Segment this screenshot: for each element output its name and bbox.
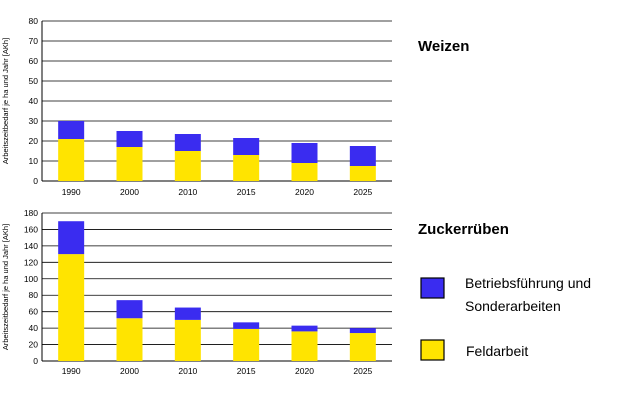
- y-tick-label: 80: [29, 16, 39, 26]
- bar-feldarbeit: [174, 319, 201, 361]
- y-tick-label: 40: [29, 96, 39, 106]
- bar-betrieb: [174, 134, 201, 151]
- bar-betrieb: [233, 322, 260, 329]
- y-tick-label: 180: [24, 208, 38, 218]
- bar-feldarbeit: [233, 155, 260, 181]
- x-tick-label: 2000: [120, 187, 139, 197]
- y-tick-label: 0: [33, 176, 38, 186]
- bar-betrieb: [58, 221, 85, 255]
- bar-feldarbeit: [233, 328, 260, 361]
- x-tick-label: 2020: [295, 366, 314, 376]
- y-tick-label: 20: [29, 136, 39, 146]
- x-tick-label: 2000: [120, 366, 139, 376]
- y-tick-label: 160: [24, 224, 38, 234]
- y-axis-label: Arbeitszeitbedarf je ha und Jahr [AKh]: [1, 38, 10, 164]
- bar-feldarbeit: [58, 254, 85, 361]
- legend-label-betrieb-line1: Betriebsführung und: [465, 275, 591, 291]
- legend-label-betrieb-line2: Sonderarbeiten: [465, 298, 561, 314]
- y-tick-label: 10: [29, 156, 39, 166]
- bar-feldarbeit: [349, 333, 376, 361]
- x-tick-label: 2015: [237, 366, 256, 376]
- bar-betrieb: [233, 138, 260, 155]
- bar-betrieb: [116, 300, 143, 319]
- x-tick-label: 2015: [237, 187, 256, 197]
- bar-betrieb: [174, 307, 201, 320]
- y-tick-label: 40: [29, 323, 39, 333]
- chart-title-zuckerrueben: Zuckerrüben: [418, 221, 509, 238]
- y-tick-label: 100: [24, 274, 38, 284]
- bar-betrieb: [349, 146, 376, 166]
- chart-title-weizen: Weizen: [418, 38, 469, 55]
- legend-swatch-feldarbeit: [420, 339, 445, 361]
- legend-swatch-betrieb: [420, 277, 445, 299]
- x-tick-label: 2010: [178, 187, 197, 197]
- legend: Betriebsführung und Sonderarbeiten Felda…: [420, 275, 591, 361]
- bar-feldarbeit: [116, 147, 143, 181]
- bar-feldarbeit: [58, 139, 85, 181]
- bar-feldarbeit: [291, 331, 318, 361]
- bar-feldarbeit: [174, 151, 201, 181]
- y-tick-label: 120: [24, 257, 38, 267]
- y-tick-label: 50: [29, 76, 39, 86]
- bar-betrieb: [291, 143, 318, 163]
- x-tick-label: 2010: [178, 366, 197, 376]
- bar-betrieb: [291, 325, 318, 332]
- chart-weizen: 0 10 20 30 40 50 60 70 80 Arbeitszeitbedarf je ha…: [1, 16, 392, 197]
- x-tick-label: 2025: [353, 366, 372, 376]
- bar-feldarbeit: [291, 163, 318, 181]
- bar-betrieb: [116, 131, 143, 147]
- bar-betrieb: [349, 328, 376, 334]
- y-tick-label: 60: [29, 307, 39, 317]
- y-axis-label: Arbeitszeitbedarf je ha und Jahr [AKh]: [1, 224, 10, 350]
- y-tick-label: 30: [29, 116, 39, 126]
- y-tick-label: 60: [29, 56, 39, 66]
- bar-betrieb: [58, 121, 85, 139]
- y-tick-label: 70: [29, 36, 39, 46]
- y-tick-label: 20: [29, 340, 39, 350]
- x-tick-label: 2025: [353, 187, 372, 197]
- legend-label-feldarbeit: Feldarbeit: [466, 343, 528, 359]
- x-tick-label: 2020: [295, 187, 314, 197]
- x-tick-label: 1990: [62, 187, 81, 197]
- x-tick-label: 1990: [62, 366, 81, 376]
- bar-feldarbeit: [116, 318, 143, 361]
- chart-zuckerrueben: 0 20 40 60 80 100 120 140 160 180 Arbeitszeitbedar…: [1, 208, 392, 376]
- y-tick-label: 0: [33, 356, 38, 366]
- y-tick-label: 80: [29, 290, 39, 300]
- y-tick-label: 140: [24, 241, 38, 251]
- bar-feldarbeit: [349, 166, 376, 181]
